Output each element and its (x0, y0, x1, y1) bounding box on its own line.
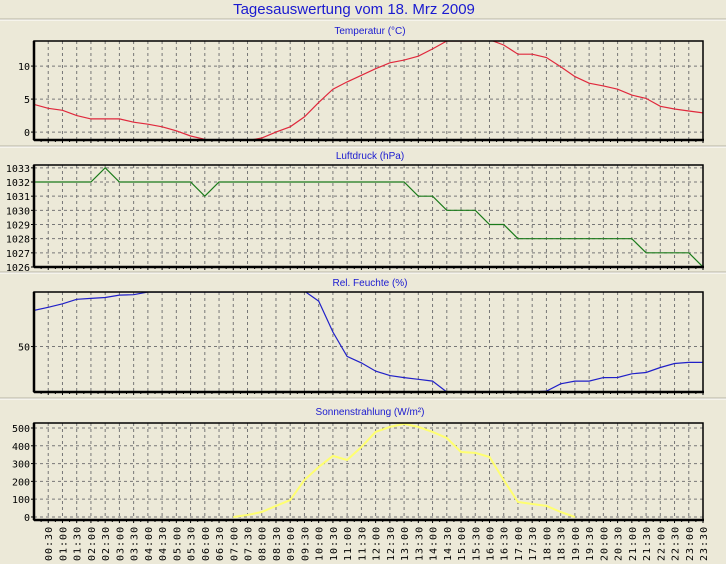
temperature-panel-title: Temperatur (°C) (334, 26, 405, 37)
temperature-y-tick-label: 10 (18, 62, 30, 73)
x-tick-label: 04:00 (144, 526, 155, 561)
solar-y-tick-label: 300 (12, 460, 30, 471)
x-tick-label: 22:30 (671, 526, 682, 561)
x-tick-label: 14:30 (443, 526, 454, 561)
pressure-plot: 1026 1027 1028 1029 1030 1031 1032 1033 (6, 164, 704, 274)
x-tick-label: 02:30 (101, 526, 112, 561)
x-tick-label: 06:00 (201, 526, 212, 561)
x-tick-label: 09:30 (300, 526, 311, 561)
humidity-plot-frame (33, 291, 704, 393)
solar-plot-frame (33, 422, 704, 521)
pressure-panel-title: Luftdruck (hPa) (336, 151, 404, 162)
x-tick-label: 16:30 (500, 526, 511, 561)
x-tick-label: 22:00 (656, 526, 667, 561)
x-tick-label: 10:00 (315, 526, 326, 561)
pressure-y-tick-label: 1033 (6, 164, 30, 175)
x-tick-label: 18:30 (557, 526, 568, 561)
humidity-plot: 50 (18, 291, 704, 395)
temperature-plot: 0 5 10 (18, 40, 704, 143)
solar-plot: 0 100 200 300 400 500 (12, 422, 704, 524)
solar-y-tick-label: 500 (12, 424, 30, 435)
x-tick-label: 00:30 (44, 526, 55, 561)
x-tick-label: 19:30 (585, 526, 596, 561)
pressure-y-tick-label: 1029 (6, 221, 30, 232)
pressure-y-tick-label: 1032 (6, 178, 30, 189)
x-tick-label: 06:30 (215, 526, 226, 561)
solar-y-tick-label: 400 (12, 442, 30, 453)
x-tick-label: 15:00 (457, 526, 468, 561)
x-tick-label: 16:00 (485, 526, 496, 561)
x-tick-label: 10:30 (329, 526, 340, 561)
pressure-y-tick-label: 1031 (6, 192, 30, 203)
x-tick-label: 01:00 (58, 526, 69, 561)
x-tick-label: 13:00 (400, 526, 411, 561)
x-tick-label: 09:00 (286, 526, 297, 561)
pressure-y-tick-label: 1027 (6, 249, 30, 260)
solar-y-tick-label: 200 (12, 477, 30, 488)
x-tick-label: 23:30 (699, 526, 710, 561)
pressure-y-tick-label: 1026 (6, 263, 30, 274)
pressure-series-line (34, 166, 703, 267)
solar-y-tick-label: 0 (24, 513, 30, 524)
x-tick-label: 20:30 (614, 526, 625, 561)
x-tick-label: 03:00 (115, 526, 126, 561)
x-tick-label: 12:30 (386, 526, 397, 561)
x-tick-label: 15:30 (471, 526, 482, 561)
x-tick-label: 08:30 (272, 526, 283, 561)
x-tick-label: 11:30 (357, 526, 368, 561)
x-tick-label: 19:00 (571, 526, 582, 561)
x-tick-label: 03:30 (130, 526, 141, 561)
x-tick-label: 18:00 (542, 526, 553, 561)
solar-y-tick-label: 100 (12, 495, 30, 506)
x-tick-label: 01:30 (73, 526, 84, 561)
pressure-y-tick-label: 1030 (6, 206, 30, 217)
x-tick-label: 07:30 (244, 526, 255, 561)
x-tick-label: 08:00 (258, 526, 269, 561)
x-tick-label: 07:00 (229, 526, 240, 561)
humidity-panel-title: Rel. Feuchte (%) (332, 278, 407, 289)
pressure-y-tick-label: 1028 (6, 235, 30, 246)
report-title: Tagesauswertung vom 18. Mrz 2009 (233, 1, 475, 18)
temperature-plot-frame (33, 40, 704, 141)
x-tick-label: 13:30 (414, 526, 425, 561)
x-tick-label: 02:00 (87, 526, 98, 561)
x-tick-label: 23:00 (685, 526, 696, 561)
x-tick-label: 17:00 (514, 526, 525, 561)
x-tick-label: 21:00 (628, 526, 639, 561)
humidity-series-line (34, 292, 703, 392)
temperature-series-line (34, 41, 703, 140)
x-tick-label: 14:00 (429, 526, 440, 561)
temperature-y-tick-label: 5 (24, 95, 30, 106)
x-tick-label: 20:00 (599, 526, 610, 561)
x-tick-label: 11:00 (343, 526, 354, 561)
x-tick-label: 05:30 (187, 526, 198, 561)
x-tick-label: 21:30 (642, 526, 653, 561)
x-tick-label: 17:30 (528, 526, 539, 561)
pressure-plot-frame (33, 164, 704, 268)
x-tick-label: 05:00 (172, 526, 183, 561)
humidity-y-tick-label: 50 (18, 343, 30, 354)
x-tick-label: 04:30 (158, 526, 169, 561)
temperature-y-tick-label: 0 (24, 128, 30, 139)
solar-panel-title: Sonnenstrahlung (W/m²) (316, 407, 425, 418)
solar-series-line (233, 423, 576, 518)
x-tick-label: 12:00 (372, 526, 383, 561)
